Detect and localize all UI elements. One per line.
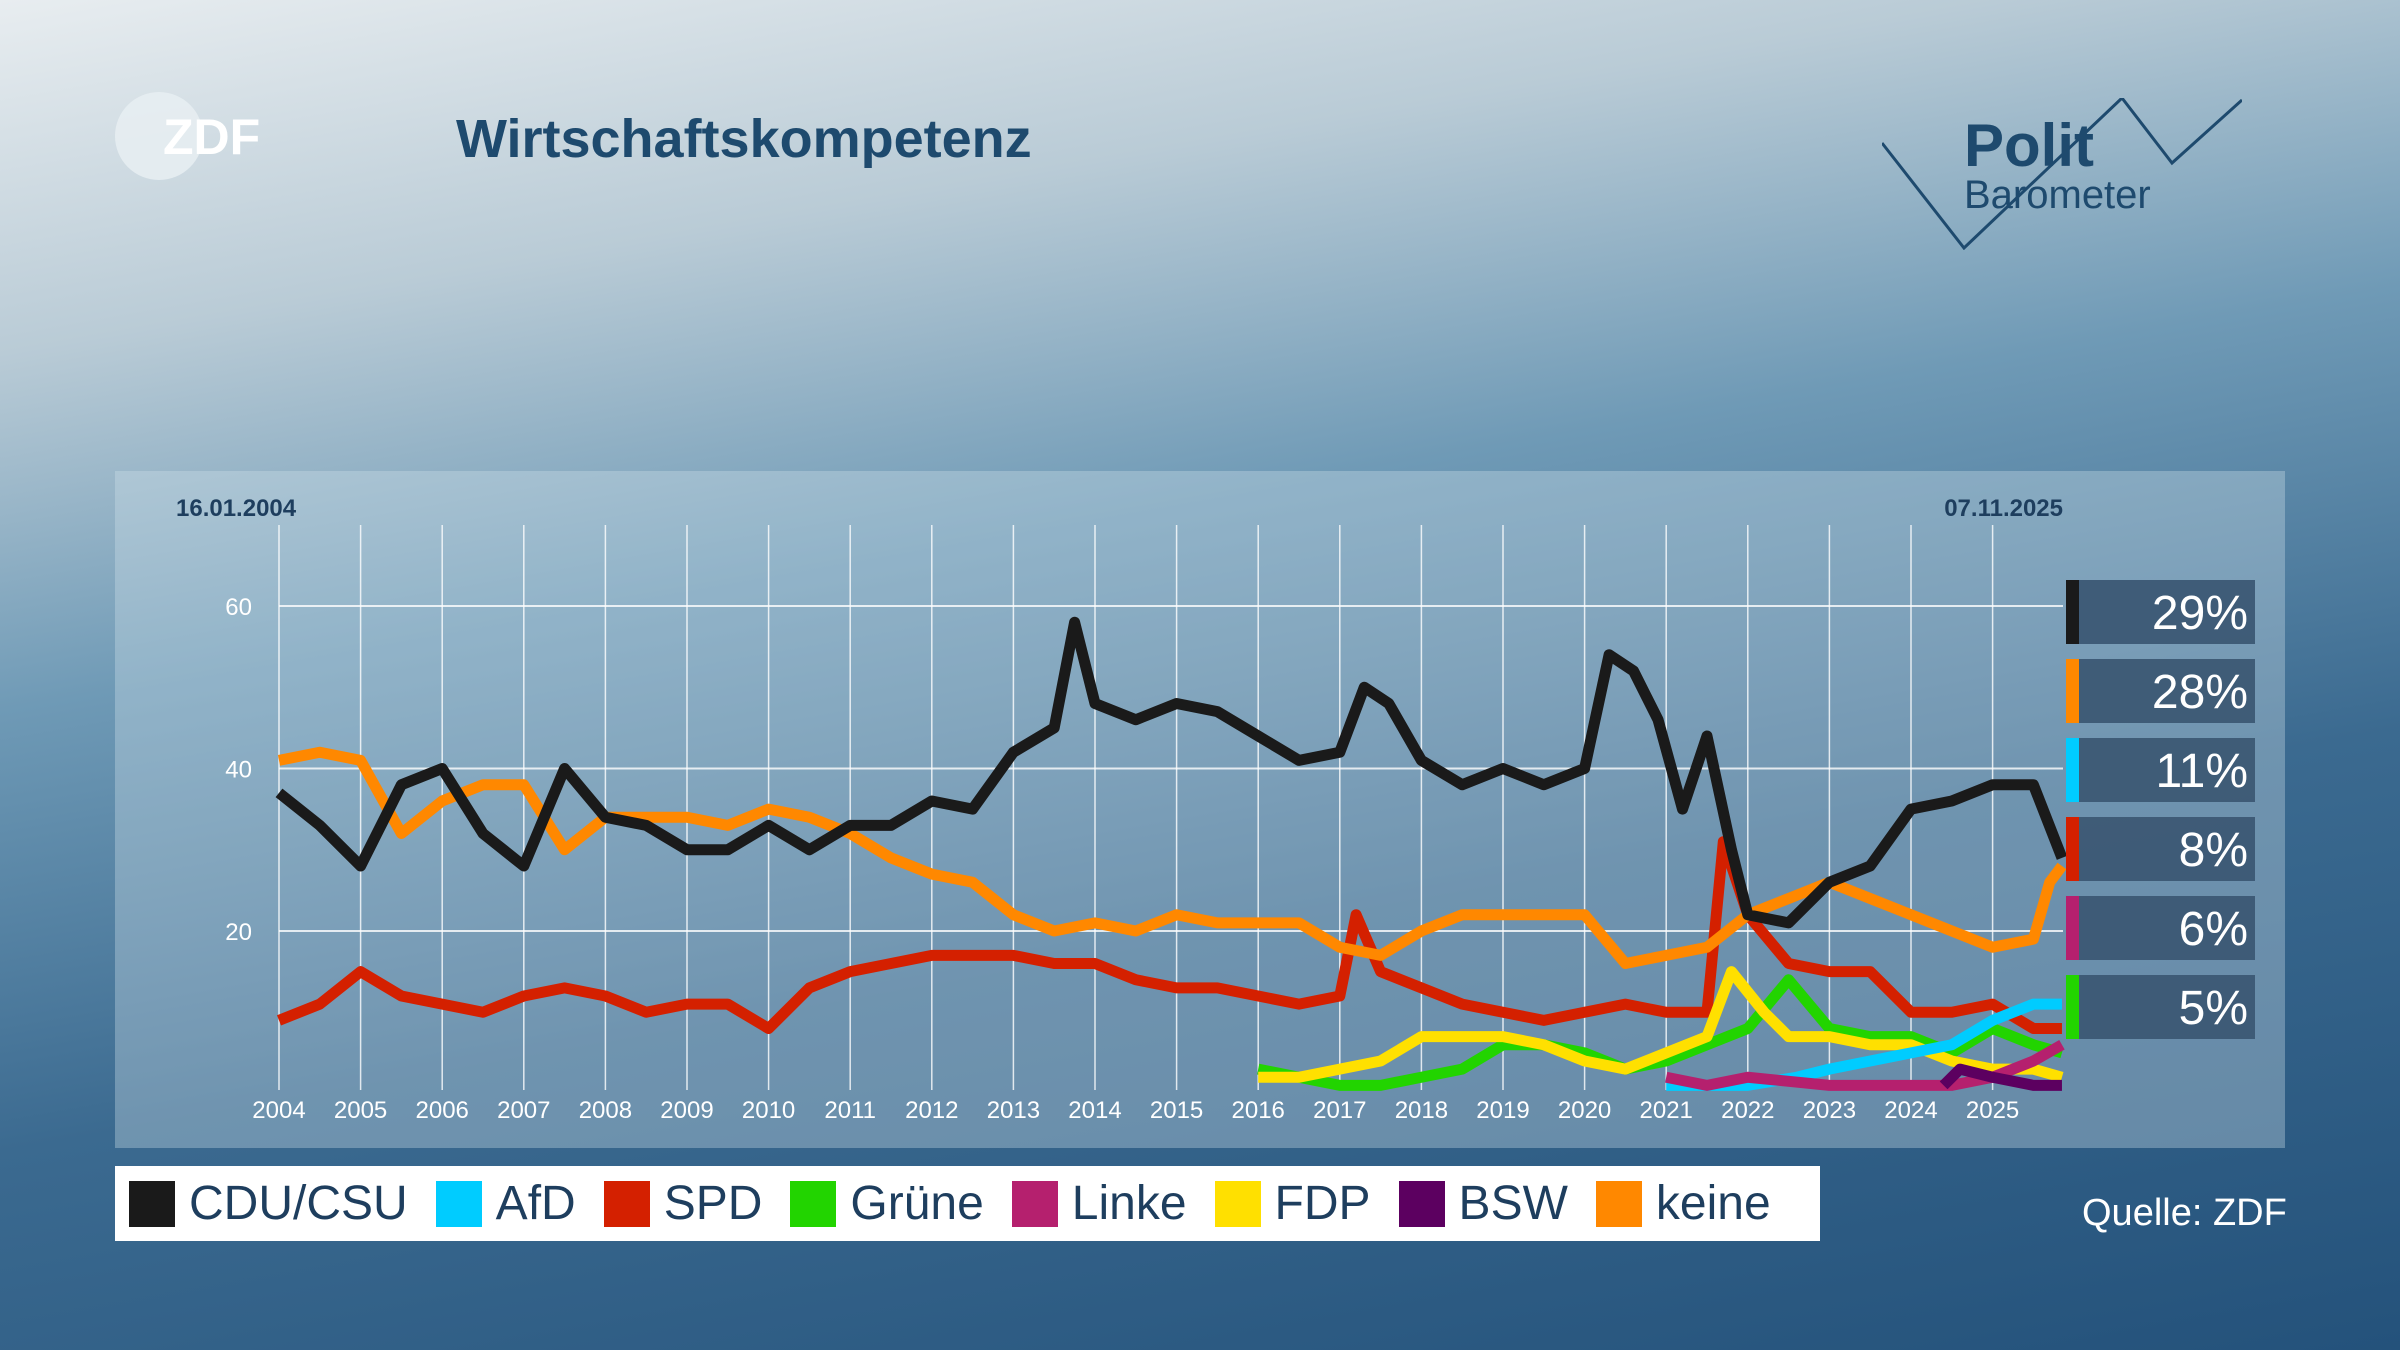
x-tick-label: 2012 (905, 1097, 958, 1124)
x-tick-label: 2010 (742, 1097, 795, 1124)
legend-swatch (129, 1180, 175, 1227)
legend-label: CDU/CSU (189, 1177, 408, 1230)
legend-item: keine (1595, 1176, 1771, 1231)
legend-swatch (1398, 1180, 1445, 1227)
legend-item: AfD (435, 1176, 576, 1231)
latest-value-box (2066, 580, 2255, 644)
page-title: Wirtschaftskompetenz (456, 109, 1032, 169)
legend-swatch (1011, 1180, 1058, 1227)
x-tick-label: 2009 (660, 1097, 713, 1124)
legend-label: AfD (495, 1177, 576, 1230)
x-tick-label: 2013 (987, 1097, 1040, 1124)
latest-value-box (2066, 975, 2255, 1039)
zdf-logo: ZDF (115, 92, 260, 180)
x-tick-label: 2018 (1395, 1097, 1448, 1124)
x-tick-label: 2014 (1068, 1097, 1121, 1124)
legend-label: SPD (663, 1177, 763, 1230)
legend-swatch (603, 1180, 650, 1227)
x-tick-label: 2019 (1476, 1097, 1529, 1124)
legend-swatch (790, 1180, 837, 1227)
x-tick-label: 2017 (1313, 1097, 1366, 1124)
x-tick-label: 2023 (1803, 1097, 1856, 1124)
svg-text:Barometer: Barometer (1964, 173, 2151, 217)
y-tick-label: 60 (225, 594, 252, 621)
latest-value-label: 11% (2155, 745, 2248, 798)
legend-item: FDP (1214, 1176, 1371, 1231)
x-tick-label: 2020 (1558, 1097, 1611, 1124)
x-tick-label: 2022 (1721, 1097, 1774, 1124)
x-tick-label: 2015 (1150, 1097, 1203, 1124)
legend-item: BSW (1398, 1176, 1568, 1231)
series-line-cducsu (275, 616, 2068, 929)
latest-value-label: 28% (2152, 666, 2248, 719)
end-date-label: 07.11.2025 (1944, 495, 2063, 522)
latest-value-box (2066, 738, 2255, 802)
latest-value-box (2066, 896, 2255, 960)
latest-value-color-bar (2066, 975, 2079, 1039)
series-line-spd (276, 836, 2062, 1034)
svg-text:Polit: Polit (1964, 112, 2094, 179)
x-tick-label: 2016 (1232, 1097, 1285, 1124)
latest-value-label: 5% (2179, 982, 2248, 1035)
x-tick-label: 2021 (1640, 1097, 1693, 1124)
legend: CDU/CSU AfD SPD Grüne Linke FDP BSW keine (115, 1166, 1820, 1241)
latest-value-label: 6% (2179, 903, 2248, 956)
series-line-keine (277, 746, 2067, 969)
y-tick-label: 20 (225, 919, 252, 946)
x-tick-label: 2004 (252, 1097, 305, 1124)
legend-swatch (1595, 1180, 1642, 1227)
legend-item: CDU/CSU (129, 1176, 408, 1231)
latest-value-label: 8% (2179, 824, 2248, 877)
legend-swatch (435, 1180, 482, 1227)
svg-text:ZDF: ZDF (163, 109, 260, 165)
legend-label: Linke (1071, 1177, 1187, 1230)
legend-label: FDP (1274, 1177, 1371, 1230)
latest-value-color-bar (2066, 738, 2079, 802)
start-date-label: 16.01.2004 (176, 495, 297, 522)
legend-label: BSW (1458, 1177, 1568, 1230)
source-label: Quelle: ZDF (2082, 1192, 2287, 1234)
x-tick-label: 2007 (497, 1097, 550, 1124)
series-line-grüne (1257, 974, 2064, 1091)
legend-item: Linke (1011, 1176, 1187, 1231)
legend-swatch (1214, 1180, 1261, 1227)
x-tick-label: 2024 (1884, 1097, 1937, 1124)
x-tick-label: 2008 (579, 1097, 632, 1124)
x-tick-label: 2025 (1966, 1097, 2019, 1124)
latest-value-box (2066, 659, 2255, 723)
legend-label: Grüne (850, 1177, 984, 1230)
series-line-bsw (1939, 1063, 2062, 1091)
x-tick-label: 2006 (416, 1097, 469, 1124)
politbarometer-logo: Polit Barometer (1882, 98, 2242, 250)
latest-value-box (2066, 817, 2255, 881)
x-tick-label: 2005 (334, 1097, 387, 1124)
series-line-linke (1665, 1039, 2065, 1091)
legend-item: Grüne (790, 1176, 984, 1231)
legend-label: keine (1655, 1177, 1771, 1230)
latest-value-color-bar (2066, 896, 2079, 960)
latest-value-color-bar (2066, 580, 2079, 644)
legend-item: SPD (603, 1176, 763, 1231)
x-tick-label: 2011 (824, 1097, 876, 1124)
latest-value-label: 29% (2152, 587, 2248, 640)
y-tick-label: 40 (225, 757, 252, 784)
latest-value-color-bar (2066, 659, 2079, 723)
latest-value-color-bar (2066, 817, 2079, 881)
